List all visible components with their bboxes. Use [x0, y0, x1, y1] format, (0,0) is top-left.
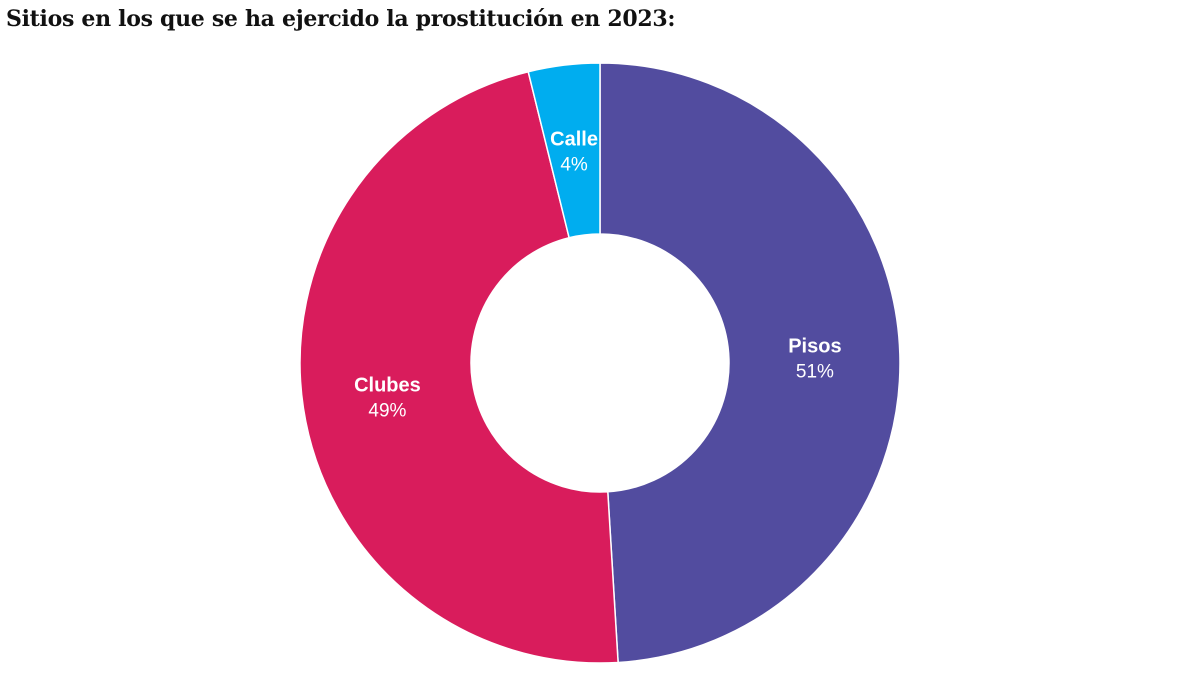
chart-title: Sitios en los que se ha ejercido la pros… [6, 6, 676, 32]
slice-value-calle: 4% [560, 155, 588, 176]
slice-clubes [299, 70, 619, 664]
slice-label-calle: Calle [550, 129, 598, 151]
donut-slices [299, 62, 901, 664]
slice-label-pisos: Pisos [788, 336, 841, 358]
donut-labels: Pisos 51% Clubes 49% Calle 4% [354, 129, 841, 422]
slice-label-clubes: Clubes [354, 374, 421, 396]
slice-value-pisos: 51% [796, 362, 834, 383]
slice-calle [527, 62, 601, 239]
slice-pisos [599, 62, 901, 664]
slice-value-clubes: 49% [368, 400, 406, 421]
